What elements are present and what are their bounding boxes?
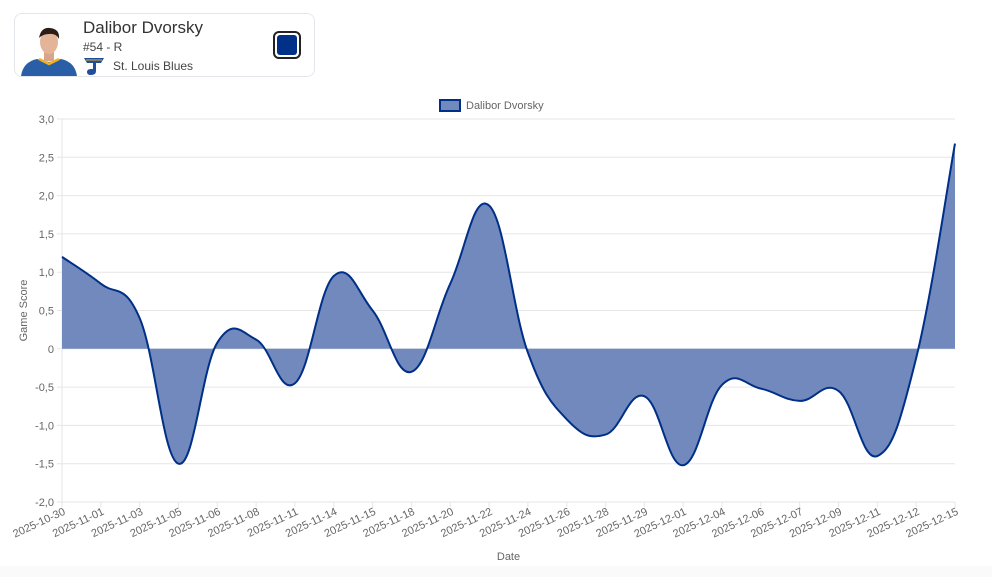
player-headshot-icon	[19, 24, 79, 76]
y-tick-label: 1,5	[39, 229, 54, 241]
y-tick-label: 1,0	[39, 267, 54, 279]
team-row: St. Louis Blues	[83, 56, 193, 76]
area-fill	[62, 143, 955, 466]
player-number-position: #54 - R	[83, 40, 123, 54]
y-axis-title: Game Score	[18, 280, 30, 342]
player-card: Dalibor Dvorsky #54 - R St. Louis Blues	[14, 13, 315, 77]
y-tick-label: -1,5	[35, 459, 54, 471]
chart-canvas: 3,02,52,01,51,00,50-0,5-1,0-1,5-2,02025-…	[11, 99, 960, 563]
legend-label: Dalibor Dvorsky	[466, 100, 544, 112]
y-tick-label: 2,0	[39, 191, 54, 203]
legend-item[interactable]: Dalibor Dvorsky	[439, 99, 544, 112]
series-line	[61, 143, 956, 467]
game-score-chart: 3,0 2,5 2,0 1,5 1,0 0,5 0 -0,5 -1,0 -1,5 -2,0 2025-…	[0, 90, 992, 566]
y-tick-label: 0,5	[39, 306, 54, 318]
y-tick-label: -0,5	[35, 382, 54, 394]
page-footer-band	[0, 566, 992, 577]
color-swatch	[277, 35, 297, 55]
y-tick-label: -1,0	[35, 420, 54, 432]
color-picker-button[interactable]	[273, 31, 301, 59]
x-axis-title: Date	[497, 551, 520, 563]
blues-note-logo-icon	[84, 58, 104, 75]
player-name: Dalibor Dvorsky	[83, 18, 203, 37]
y-tick-label: -2,0	[35, 497, 54, 509]
y-tick-label: 3,0	[39, 114, 54, 126]
y-tick-label: 0	[48, 344, 54, 356]
legend-swatch	[439, 99, 461, 112]
y-tick-label: 2,5	[39, 152, 54, 164]
team-name: St. Louis Blues	[113, 59, 194, 73]
